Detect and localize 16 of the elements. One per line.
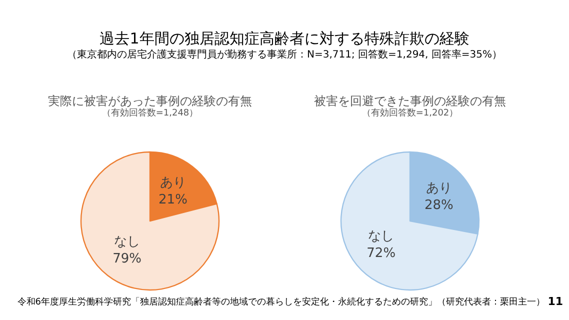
data-label: 28% (424, 198, 454, 214)
slice-label: なし (114, 234, 140, 250)
slice-label: あり (426, 181, 452, 196)
text: 11 (548, 295, 564, 308)
slice-label: あり (160, 175, 186, 190)
chart-title: 実際に被害があった事例の経験の有無 (48, 94, 252, 108)
data-label: 72% (366, 246, 396, 261)
slice-label: なし (368, 228, 394, 244)
text: （東京都内の居宅介護支援専門員が勤務する事業所：N=3,711; 回答数=1,294, 回答率=35%） (66, 48, 502, 60)
text: 令和6年度厚生労働科学研究「独居認知症高齢者等の地域での暮らしを安定化・永続化するための研究」（研究代表者：栗田主一） (17, 296, 546, 308)
chart-subtitle: （有効回答数=1,248） (102, 108, 198, 118)
text: 過去1年間の独居認知症高齢者に対する特殊詐欺の経験 (100, 30, 470, 48)
chart-title: 被害を回避できた事例の経験の有無 (314, 94, 506, 108)
data-label: 21% (158, 192, 188, 208)
data-label: 79% (112, 252, 142, 267)
chart-subtitle: （有効回答数=1,202） (362, 108, 458, 118)
